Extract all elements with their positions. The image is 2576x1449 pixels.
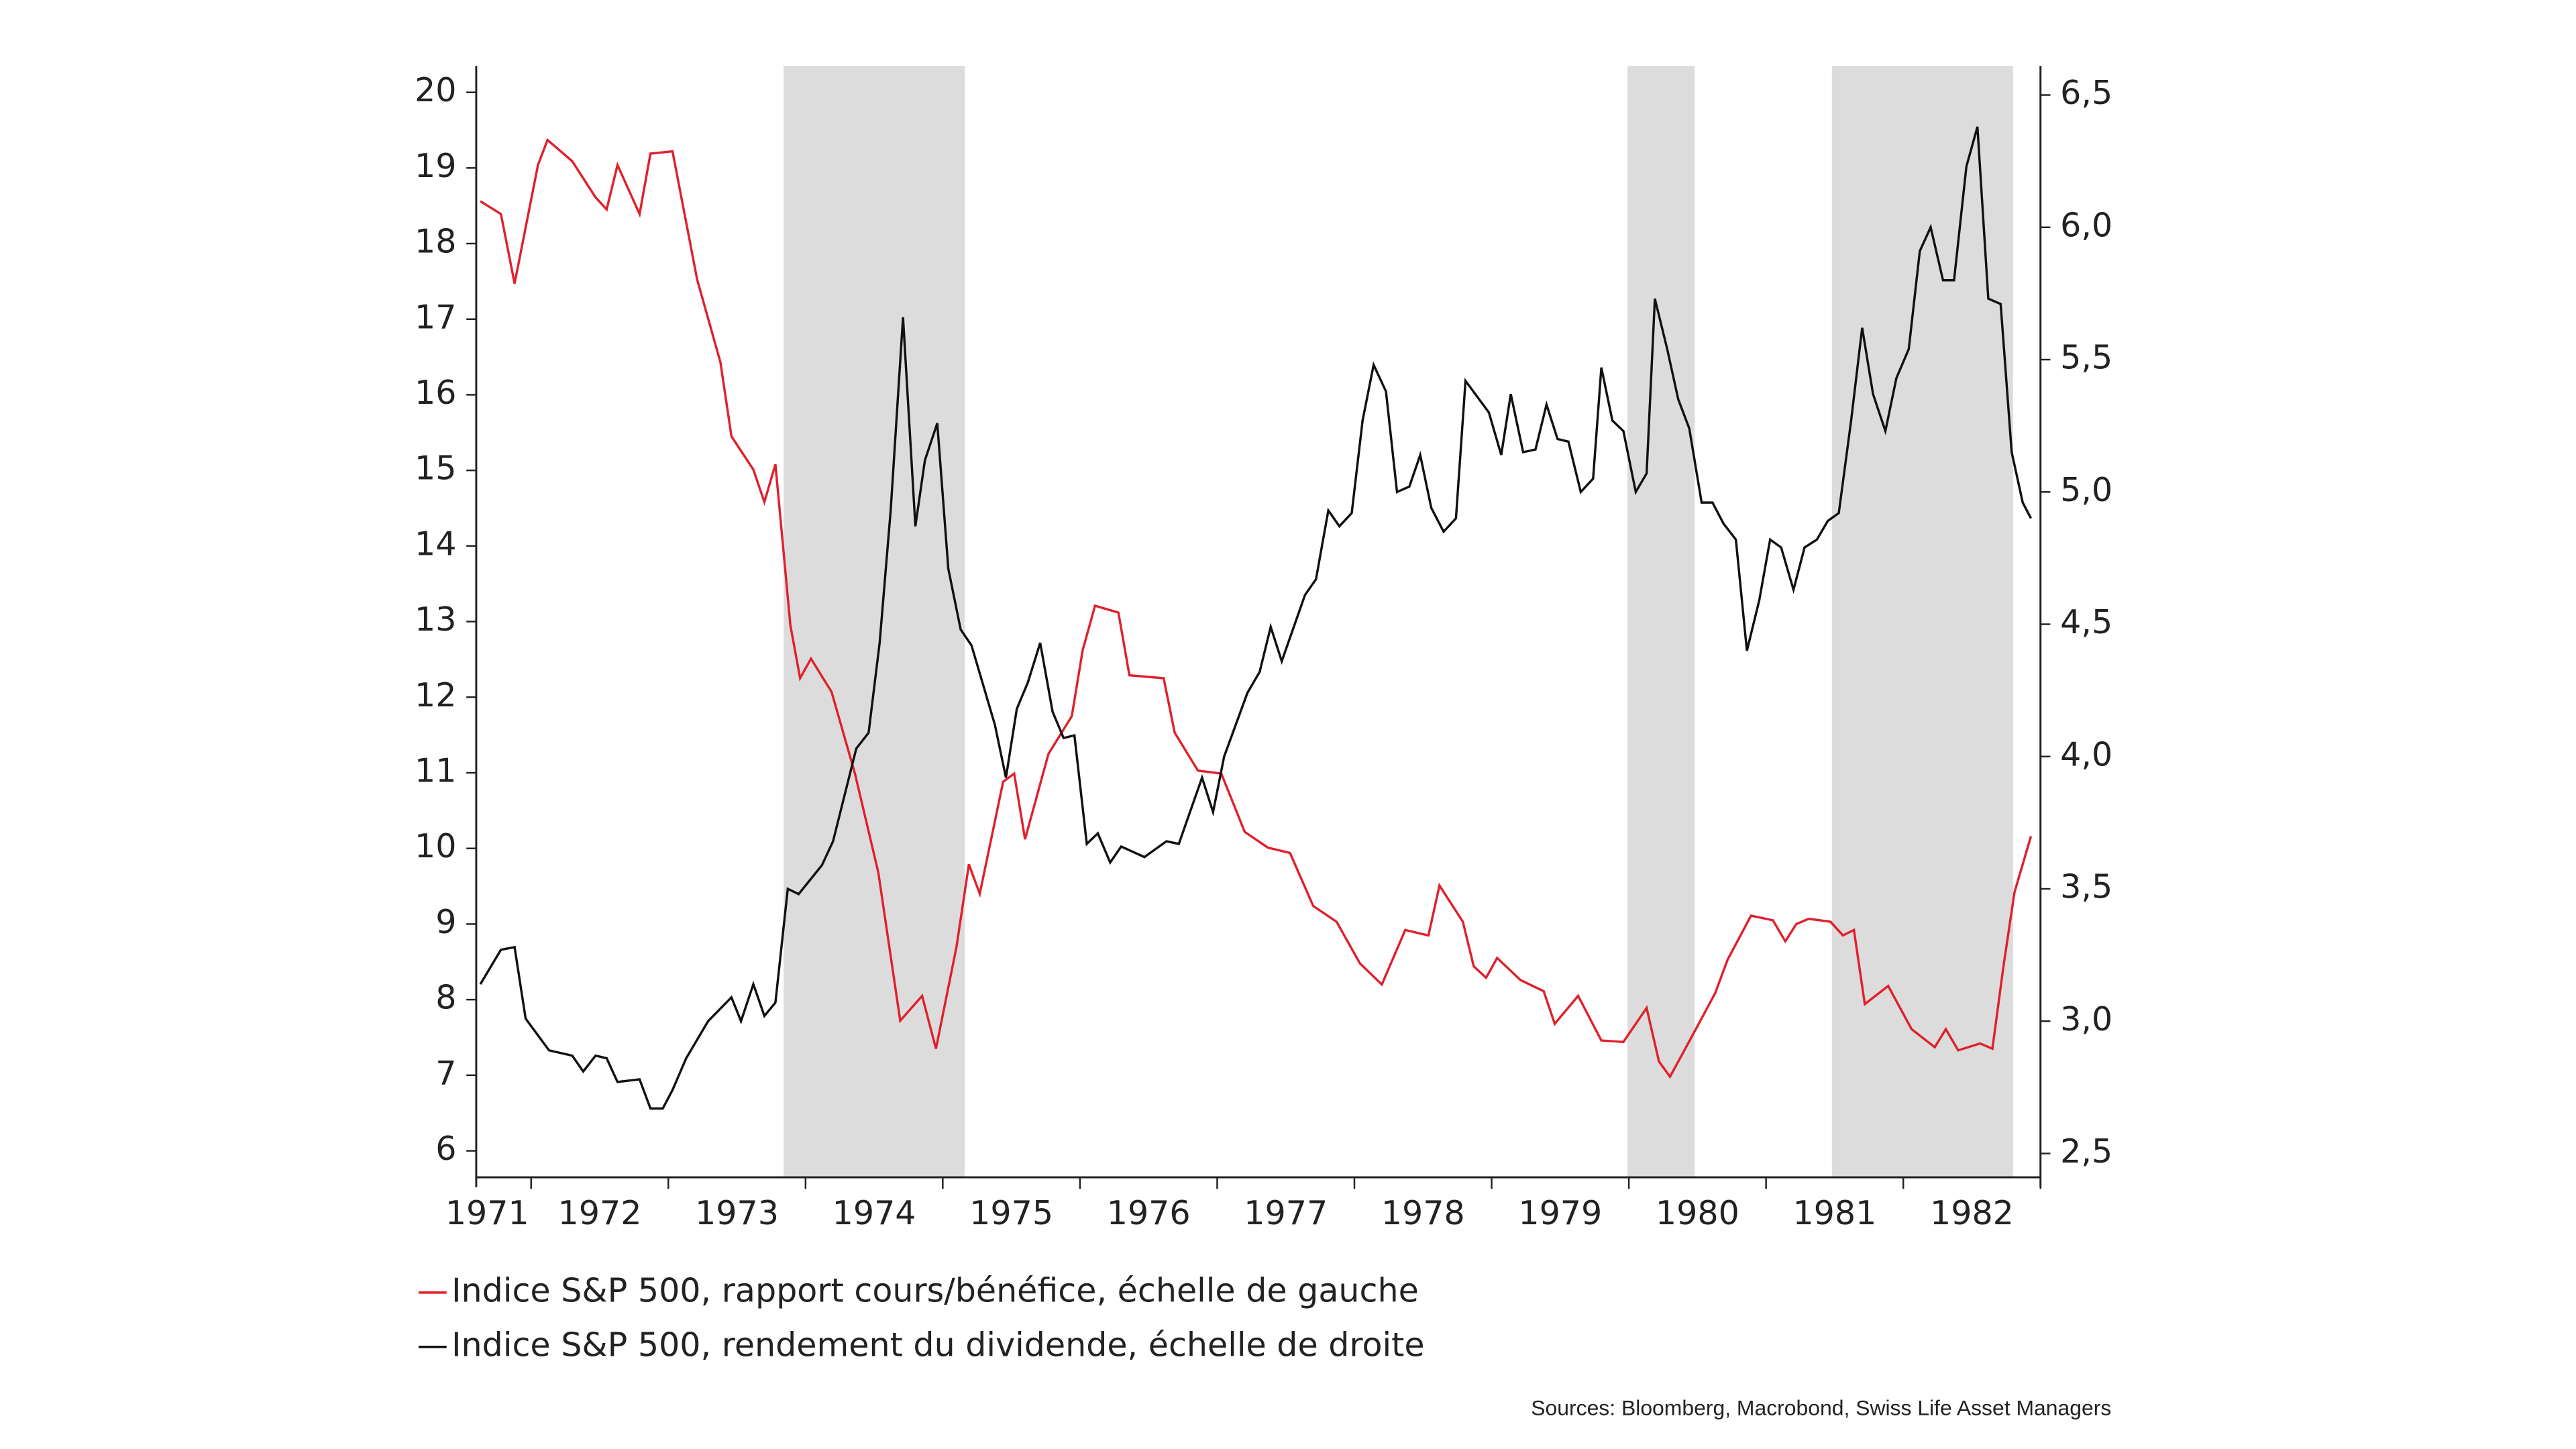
recession-layer <box>784 66 2013 1178</box>
y2-tick-label: 6,0 <box>2060 205 2112 244</box>
y2-tick-label: 2,5 <box>2060 1132 2112 1171</box>
y-tick-label: 9 <box>435 902 456 941</box>
x-tick-label: 1978 <box>1381 1193 1465 1232</box>
y-tick-label: 14 <box>415 524 456 563</box>
y2-tick-label: 3,0 <box>2060 1000 2112 1038</box>
y-tick-label: 17 <box>415 297 456 336</box>
x-tick-label: 1971 <box>445 1193 529 1232</box>
recession-band <box>1627 66 1695 1178</box>
y-tick-label: 19 <box>415 146 456 185</box>
recession-band <box>1831 66 2013 1178</box>
y2-tick-label: 3,5 <box>2060 867 2112 906</box>
series-line <box>479 126 2033 1110</box>
x-tick-label: 1977 <box>1244 1193 1328 1232</box>
y-tick-label: 12 <box>415 676 456 714</box>
x-tick-label: 1980 <box>1656 1193 1739 1232</box>
y-tick-label: 16 <box>415 373 456 412</box>
x-tick-label: 1973 <box>695 1193 779 1232</box>
x-tick-label: 1982 <box>1930 1193 2014 1232</box>
y-tick-label: 7 <box>435 1053 456 1092</box>
y2-tick-label: 4,0 <box>2060 735 2112 773</box>
legend-label: Indice S&P 500, rapport cours/bénéfice, … <box>451 1271 1419 1309</box>
y-tick-label: 20 <box>415 70 456 109</box>
y2-tick-label: 6,5 <box>2060 73 2112 112</box>
y2-tick-label: 4,5 <box>2060 602 2112 641</box>
y-tick-label: 18 <box>415 222 456 261</box>
series-line <box>480 138 2033 1079</box>
x-tick-label: 1976 <box>1107 1193 1191 1232</box>
source-note: Sources: Bloomberg, Macrobond, Swiss Lif… <box>1531 1396 2111 1420</box>
y-tick-label: 13 <box>415 600 456 639</box>
plot-layer: 6 7 8 9 10 11 12 13 14 15 16 17 18 19 20 2,5 3,0 3,5 4,0 4,… <box>415 66 2112 1232</box>
y2-tick-label: 5,0 <box>2060 470 2112 509</box>
x-tick-label: 1979 <box>1518 1193 1602 1232</box>
x-tick-label: 1974 <box>833 1193 916 1232</box>
legend-label: Indice S&P 500, rendement du dividende, … <box>451 1325 1425 1364</box>
y-tick-label: 8 <box>435 978 456 1017</box>
x-tick-label: 1981 <box>1792 1193 1876 1232</box>
recession-band <box>784 66 965 1178</box>
y-tick-label: 10 <box>415 826 456 865</box>
y-tick-label: 15 <box>415 449 456 488</box>
x-tick-label: 1972 <box>558 1193 642 1232</box>
y2-tick-label: 5,5 <box>2060 338 2112 377</box>
y-tick-label: 6 <box>435 1129 456 1168</box>
y-tick-label: 11 <box>415 751 456 790</box>
x-tick-label: 1975 <box>969 1193 1053 1232</box>
